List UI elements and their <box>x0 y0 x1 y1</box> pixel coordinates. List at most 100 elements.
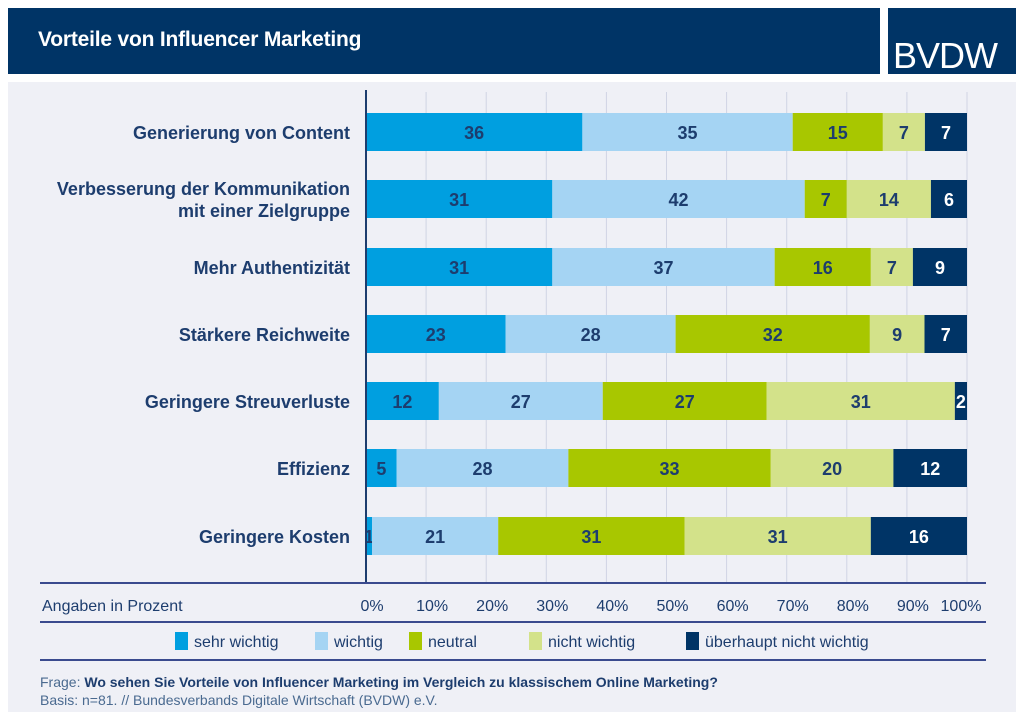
data-label: 7 <box>941 325 951 345</box>
bar-segment <box>774 248 871 286</box>
legend-label: neutral <box>428 634 477 651</box>
bar-segment <box>498 517 685 555</box>
bar-segment <box>568 449 771 487</box>
x-tick-label: 90% <box>897 598 929 615</box>
basis-text: Basis: n=81. // Bundesverbands Digitale … <box>40 692 438 708</box>
x-tick-label: 70% <box>777 598 809 615</box>
header-bar: Vorteile von Influencer Marketing <box>8 8 880 74</box>
bar-segment <box>675 315 870 353</box>
bar-segment <box>792 113 883 151</box>
bar-segment <box>954 382 967 420</box>
bar-segment <box>766 382 955 420</box>
data-label: 31 <box>449 190 469 210</box>
bar-segment <box>602 382 767 420</box>
data-label: 9 <box>892 325 902 345</box>
data-label: 28 <box>581 325 601 345</box>
legend-label: sehr wichtig <box>194 634 278 651</box>
data-label: 16 <box>909 527 929 547</box>
data-label: 14 <box>879 190 899 210</box>
data-label: 37 <box>653 258 673 278</box>
bvdw-logo: BVDW <box>888 8 1016 76</box>
data-label: 16 <box>813 258 833 278</box>
data-label: 20 <box>822 459 842 479</box>
bar-segment <box>912 248 967 286</box>
data-label: 31 <box>768 527 788 547</box>
category-label: Geringere Streuverluste <box>145 392 350 412</box>
bar-segment <box>552 180 805 218</box>
data-label: 9 <box>935 258 945 278</box>
category-label: Generierung von Content <box>133 123 350 143</box>
category-label: Stärkere Reichweite <box>179 325 350 345</box>
data-label: 7 <box>899 123 909 143</box>
data-label: 5 <box>376 459 386 479</box>
x-tick-label: 60% <box>717 598 749 615</box>
x-tick-label: 40% <box>596 598 628 615</box>
bar-segment <box>505 315 676 353</box>
category-label: Mehr Authentizität <box>194 258 350 278</box>
bar-segment <box>552 248 775 286</box>
bar-segment <box>372 517 499 555</box>
data-label: 27 <box>675 392 695 412</box>
category-label: mit einer Zielgruppe <box>178 201 350 221</box>
legend-label: nicht wichtig <box>548 634 635 651</box>
data-label: 7 <box>821 190 831 210</box>
category-label: Verbesserung der Kommunikation <box>57 179 350 199</box>
x-tick-label: 50% <box>656 598 688 615</box>
data-label: 32 <box>763 325 783 345</box>
data-label: 42 <box>669 190 689 210</box>
data-label: 12 <box>392 392 412 412</box>
data-label: 7 <box>887 258 897 278</box>
bar-segment <box>893 449 967 487</box>
x-tick-label: 10% <box>416 598 448 615</box>
legend-swatch <box>175 632 188 650</box>
data-label: 31 <box>581 527 601 547</box>
data-label: 31 <box>851 392 871 412</box>
x-tick-label: 100% <box>941 598 982 615</box>
bar-segment <box>870 517 967 555</box>
bar-segment <box>684 517 871 555</box>
data-label: 27 <box>511 392 531 412</box>
bar-segment <box>882 113 925 151</box>
question-label: Frage: <box>40 674 81 690</box>
bar-segment <box>924 315 967 353</box>
x-tick-label: 80% <box>837 598 869 615</box>
bar-segment <box>366 248 553 286</box>
legend-swatch <box>529 632 542 650</box>
bar-segment <box>366 449 397 487</box>
data-label: 1 <box>364 527 374 547</box>
bar-segment <box>582 113 793 151</box>
data-label: 36 <box>464 123 484 143</box>
data-label: 33 <box>660 459 680 479</box>
data-label: 21 <box>425 527 445 547</box>
legend-label: wichtig <box>333 634 383 651</box>
category-label: Effizienz <box>277 459 350 479</box>
x-axis-label: Angaben in Prozent <box>42 598 183 615</box>
x-tick-label: 0% <box>360 598 383 615</box>
data-label: 35 <box>678 123 698 143</box>
bar-segment <box>366 113 583 151</box>
data-label: 2 <box>956 392 966 412</box>
legend-label: überhaupt nicht wichtig <box>705 634 869 651</box>
bar-segment <box>870 248 913 286</box>
bar-segment <box>366 517 373 555</box>
bar-segment <box>438 382 603 420</box>
bar-segment <box>869 315 925 353</box>
data-label: 12 <box>920 459 940 479</box>
chart-title: Vorteile von Influencer Marketing <box>38 28 362 51</box>
logo-text: BVDW <box>893 35 998 76</box>
legend-swatch <box>315 632 328 650</box>
bar-segment <box>804 180 847 218</box>
bar-segment <box>770 449 894 487</box>
bar-segment <box>366 315 506 353</box>
bar-segment <box>924 113 967 151</box>
data-label: 23 <box>426 325 446 345</box>
legend-swatch <box>409 632 422 650</box>
x-tick-label: 30% <box>536 598 568 615</box>
x-tick-label: 20% <box>476 598 508 615</box>
data-label: 31 <box>449 258 469 278</box>
bar-segment <box>366 382 439 420</box>
bar-segment <box>846 180 931 218</box>
category-label: Geringere Kosten <box>199 527 350 547</box>
data-label: 7 <box>941 123 951 143</box>
